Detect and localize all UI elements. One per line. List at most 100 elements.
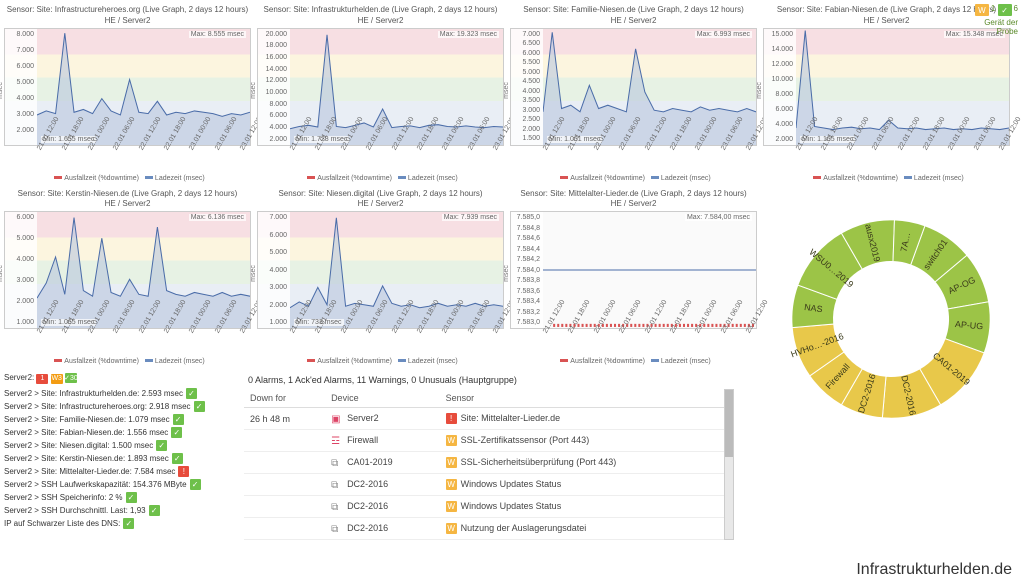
chart-panel[interactable]: Sensor: Site: Familie-Niesen.de (Live Gr… (510, 4, 757, 184)
chart-legend: Ausfallzeit (%downtime) Ladezeit (msec) (4, 174, 251, 184)
chart-subtitle: HE / Server2 (257, 199, 504, 211)
sensor-item[interactable]: Server2 > Site: Niesen.digital: 1.500 ms… (4, 439, 240, 452)
sensor-item[interactable]: Server2 > SSH Laufwerkskapazität: 154.37… (4, 478, 240, 491)
table-row[interactable]: ⧉DC2-2016 Windows Updates Status (244, 474, 724, 496)
chart-title: Sensor: Site: Kerstin-Niesen.de (Live Gr… (4, 188, 251, 200)
x-axis: 21.01 12:0021.01 18:0022.01 00:0022.01 0… (257, 146, 504, 174)
sensor-item[interactable]: IP auf Schwarzer Liste des DNS: (4, 517, 240, 530)
y-axis: 7.585,07.584,87.584,67.584,47.584,27.584… (511, 212, 543, 328)
badge-warn: W3 (51, 374, 63, 384)
chart-legend: Ausfallzeit (%downtime) Ladezeit (msec) (257, 357, 504, 367)
chart-subtitle: HE / Server2 (4, 199, 251, 211)
donut-chart[interactable]: switch01AP-OGAP-UGCA01-2019DC2-2016DC2-2… (772, 200, 1010, 438)
max-label: Max: 8.555 msec (189, 31, 246, 38)
warn-count-icon: W (975, 4, 989, 16)
chart-subtitle: HE / Server2 (257, 16, 504, 28)
server-icon: ▣ (331, 414, 343, 424)
probe-summary: W1 ✓6 Gerät der Probe (970, 4, 1018, 36)
alarm-icon (178, 466, 189, 477)
sensor-item[interactable]: Server2 > Site: Infrastructureheroes.org… (4, 400, 240, 413)
sensor-item[interactable]: Server2 > SSH Speicherinfo: 2 % (4, 491, 240, 504)
x-axis: 21.01 12:0021.01 18:0022.01 00:0022.01 0… (4, 329, 251, 357)
chart-panel[interactable]: Sensor: Site: Infrastructureheroes.org (… (4, 4, 251, 184)
max-label: Max: 19.323 msec (438, 31, 499, 38)
firewall-icon: ☲ (331, 436, 343, 446)
server-summary: Server2: 1 W3 ✓30 (4, 373, 240, 384)
chart-title: Sensor: Site: Mittelalter-Lieder.de (Liv… (510, 188, 757, 200)
warn-icon (446, 435, 457, 446)
badge-alarm: 1 (36, 374, 48, 384)
y-axis: 20.00018.00016.00014.00012.00010.0008.00… (258, 29, 290, 145)
ok-icon (126, 492, 137, 503)
warn-icon (446, 457, 457, 468)
chart-legend: Ausfallzeit (%downtime) Ladezeit (msec) (510, 357, 757, 367)
chart-title: Sensor: Site: Familie-Niesen.de (Live Gr… (510, 4, 757, 16)
alarm-table: 0 Alarms, 1 Ack'ed Alarms, 11 Warnings, … (244, 373, 734, 540)
chart-panel[interactable]: Sensor: Site: Kerstin-Niesen.de (Live Gr… (4, 188, 251, 368)
sensor-item[interactable]: Server2 > Site: Infrastrukturhelden.de: … (4, 387, 240, 400)
ok-icon (172, 453, 183, 464)
max-label: Max: 6.136 msec (189, 214, 246, 221)
sensor-item[interactable]: Server2 > Site: Fabian-Niesen.de: 1.556 … (4, 426, 240, 439)
alarm-icon (446, 413, 457, 424)
y-axis: 7.0006.5006.0005.5005.0004.5004.0003.500… (511, 29, 543, 145)
col-device[interactable]: Device (325, 389, 440, 408)
y-axis-label: msec (503, 82, 510, 99)
sensor-item[interactable]: Server2 > Site: Mittelalter-Lieder.de: 7… (4, 465, 240, 478)
chart-legend: Ausfallzeit (%downtime) Ladezeit (msec) (510, 174, 757, 184)
ok-icon (186, 388, 197, 399)
y-axis-label: msec (503, 265, 510, 282)
ok-icon (123, 518, 134, 529)
chart-legend: Ausfallzeit (%downtime) Ladezeit (msec) (4, 357, 251, 367)
table-row[interactable]: 26 h 48 m ▣Server2 Site: Mittelalter-Lie… (244, 408, 724, 430)
chart-panel[interactable]: Sensor: Site: Infrastrukturhelden.de (Li… (257, 4, 504, 184)
sensor-item[interactable]: Server2 > Site: Familie-Niesen.de: 1.079… (4, 413, 240, 426)
ok-icon (190, 479, 201, 490)
chart-legend: Ausfallzeit (%downtime) Ladezeit (msec) (763, 174, 1010, 184)
y-axis: 6.0005.0004.0003.0002.0001.000 (5, 212, 37, 328)
y-axis-label: msec (250, 82, 257, 99)
ok-icon (171, 427, 182, 438)
table-row[interactable]: ⧉DC2-2016 Nutzung der Auslagerungsdatei (244, 518, 724, 540)
y-axis: 15.00014.00012.00010.0008.0006.0004.0002… (764, 29, 796, 145)
max-label: Max: 6.993 msec (695, 31, 752, 38)
max-label: Max: 7.584,00 msec (685, 214, 752, 221)
warn-icon (446, 479, 457, 490)
table-row[interactable]: ⧉DC2-2016 Windows Updates Status (244, 496, 724, 518)
x-axis: 21.01 12:0021.01 18:0022.01 00:0022.01 0… (763, 146, 1010, 174)
max-label: Max: 7.939 msec (442, 214, 499, 221)
chart-panel[interactable]: Sensor: Site: Niesen.digital (Live Graph… (257, 188, 504, 368)
chart-legend: Ausfallzeit (%downtime) Ladezeit (msec) (257, 174, 504, 184)
chart-title: Sensor: Site: Infrastrukturhelden.de (Li… (257, 4, 504, 16)
y-axis: 7.0006.0005.0004.0003.0002.0001.000 (258, 212, 290, 328)
x-axis: 21.01 12:0021.01 18:0022.01 00:0022.01 0… (510, 146, 757, 174)
chart-subtitle: HE / Server2 (510, 199, 757, 211)
chart-title: Sensor: Site: Infrastructureheroes.org (… (4, 4, 251, 16)
chart-title: Sensor: Site: Niesen.digital (Live Graph… (257, 188, 504, 200)
alarm-caption: 0 Alarms, 1 Ack'ed Alarms, 11 Warnings, … (244, 373, 734, 389)
col-sensor[interactable]: Sensor (440, 389, 725, 408)
table-row[interactable]: ☲Firewall SSL-Zertifikatssensor (Port 44… (244, 430, 724, 452)
y-axis-label: msec (250, 265, 257, 282)
chart-subtitle: HE / Server2 (4, 16, 251, 28)
x-axis: 21.01 12:0021.01 18:0022.01 00:0022.01 0… (4, 146, 251, 174)
sensor-item[interactable]: Server2 > Site: Kerstin-Niesen.de: 1.893… (4, 452, 240, 465)
ok-icon (156, 440, 167, 451)
badge-ok: ✓30 (65, 373, 77, 383)
ok-count-icon: ✓ (998, 4, 1012, 16)
y-axis: 8.0007.0006.0005.0004.0003.0002.000 (5, 29, 37, 145)
x-axis: 21.01 12:0021.01 18:0022.01 00:0022.01 0… (510, 329, 757, 357)
x-axis: 21.01 12:0021.01 18:0022.01 00:0022.01 0… (257, 329, 504, 357)
y-axis-label: msec (756, 82, 763, 99)
device-icon: ⧉ (331, 524, 343, 534)
device-icon: ⧉ (331, 502, 343, 512)
table-row[interactable]: ⧉CA01-2019 SSL-Sicherheitsüberprüfung (P… (244, 452, 724, 474)
warn-icon (446, 501, 457, 512)
col-downfor[interactable]: Down for (244, 389, 325, 408)
warn-icon (446, 523, 457, 534)
sensor-item[interactable]: Server2 > SSH Durchschnittl. Last: 1,93 (4, 504, 240, 517)
scrollbar[interactable] (724, 389, 734, 540)
ok-icon (173, 414, 184, 425)
chart-panel[interactable]: Sensor: Site: Mittelalter-Lieder.de (Liv… (510, 188, 757, 368)
chart-subtitle: HE / Server2 (510, 16, 757, 28)
